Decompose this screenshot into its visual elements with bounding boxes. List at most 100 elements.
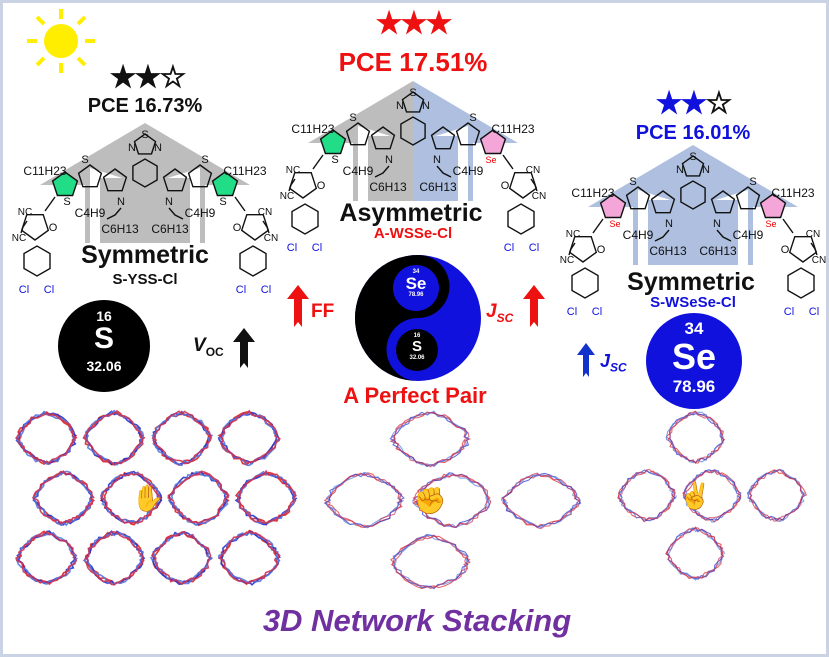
- dicyano-bond: [568, 242, 576, 256]
- chevron-left-half: [308, 81, 413, 201]
- framework-loop: [218, 531, 281, 585]
- cyano-group: CN: [526, 165, 540, 176]
- vinyl-bond: [312, 154, 324, 170]
- atom-n: N: [713, 218, 721, 230]
- atom-cl: Cl: [592, 306, 602, 318]
- network-stacking-illustrations: ✋ ✊ ✌: [15, 409, 807, 590]
- atom-cl: Cl: [44, 284, 54, 296]
- outer-thiophene-ring: [319, 129, 347, 155]
- pce-center: PCE 17.51%: [338, 47, 488, 77]
- framework-loop: [84, 530, 145, 586]
- framework-loop: [149, 531, 213, 585]
- indanone-ring: [568, 235, 598, 263]
- thiophene-ring: [345, 122, 371, 146]
- framework-loop: [665, 411, 724, 464]
- alkyl-chain: [168, 207, 184, 220]
- framework-loop: [617, 470, 676, 522]
- framework-loop: [618, 469, 677, 522]
- arrow-up-icon: [287, 285, 309, 327]
- framework-loop: [390, 534, 471, 590]
- atom-cl: Cl: [567, 306, 577, 318]
- alkyl-chain: [716, 229, 732, 242]
- alkyl-label-c6h13: C6H13: [649, 244, 687, 258]
- vinyl-bond: [502, 154, 514, 170]
- atom-n: N: [422, 100, 430, 112]
- framework-loop: [618, 468, 676, 523]
- benzene-core: [400, 116, 426, 146]
- framework-loop: [665, 410, 726, 464]
- pyrrole-ring: [370, 126, 396, 150]
- framework-loop: [749, 469, 807, 522]
- chevron-right-half: [145, 123, 250, 243]
- alkyl-label-c4h9: C4H9: [343, 164, 374, 178]
- atom-s: S: [409, 87, 416, 99]
- atom-n: N: [117, 196, 125, 208]
- atom-s: S: [201, 154, 208, 166]
- atom-n: N: [128, 142, 136, 154]
- framework-loop: [665, 527, 724, 579]
- framework-loop: [323, 472, 403, 529]
- dichlorobenzene-ring: [571, 267, 599, 299]
- element-tile-sulfur-small: 16 S 32.06: [396, 329, 438, 371]
- thiadiazole-ring: [681, 155, 705, 177]
- framework-loop: [83, 531, 145, 585]
- chevron-right-half: [693, 145, 798, 265]
- arrow-up-icon: [523, 285, 545, 327]
- framework-loop: [150, 530, 212, 585]
- thiophene-ring: [735, 186, 761, 210]
- atomic-number: 16: [96, 308, 112, 324]
- shaka-hand-icon: ✌: [679, 480, 711, 512]
- symmetry-label-right: Symmetric: [627, 268, 755, 296]
- star-empty-icon: ☆: [705, 87, 732, 120]
- indanone-ring: [288, 171, 318, 199]
- element-tile-selenium-small: 34 Se 78.96: [393, 265, 439, 311]
- framework-loop: [236, 469, 297, 524]
- alkyl-label-c11h23: C11H23: [223, 164, 266, 178]
- element-symbol: S: [93, 322, 114, 355]
- star-filled-icon: ★: [375, 7, 403, 40]
- atomic-mass: 78.96: [408, 292, 424, 298]
- cyano-group: NC: [12, 233, 26, 244]
- outer-selenophene-ring: [599, 193, 627, 219]
- indanone-ring: [240, 213, 270, 241]
- star-filled-icon: ★: [655, 87, 683, 120]
- indanone-ring: [20, 213, 50, 241]
- molecule-s-wsese-cl: SN NNSSeC11H23C4H9C6H13ONCNCClClNSSeC11H2…: [560, 145, 826, 318]
- atom-cl: Cl: [19, 284, 29, 296]
- framework-loop: [665, 526, 725, 580]
- thiophene-ring: [187, 164, 213, 188]
- alkyl-label-c11h23: C11H23: [291, 122, 334, 136]
- chevron-right-half: [413, 81, 518, 201]
- alkyl-chain: [436, 165, 452, 178]
- dichlorobenzene-ring: [507, 203, 535, 235]
- atom-n: N: [702, 164, 710, 176]
- ff-label: FF: [311, 301, 335, 322]
- framework-loop: [152, 410, 212, 466]
- cyano-group: CN: [258, 207, 272, 218]
- alkyl-label-c6h13: C6H13: [151, 222, 189, 236]
- cyano-group: NC: [18, 207, 32, 218]
- network-2: ✌: [617, 410, 807, 581]
- pyrrole-ring: [162, 168, 188, 192]
- star-filled-icon: ★: [680, 87, 708, 120]
- molecule-s-yss-cl: SN NNSSC11H23C4H9C6H13ONCNCClClNSSC11H23C…: [12, 123, 278, 296]
- outer-selenophene-ring: [759, 193, 787, 219]
- heteroatom-se: Se: [485, 155, 496, 165]
- molecule-name-left: S-YSS-Cl: [112, 271, 178, 288]
- framework-loop: [151, 531, 213, 586]
- thiophene-ring: [625, 186, 651, 210]
- voc-label: VOC: [193, 335, 224, 359]
- framework-loop: [683, 468, 742, 523]
- dichlorobenzene-ring: [787, 267, 815, 299]
- outer-thiophene-ring: [211, 171, 239, 197]
- framework-loop: [220, 530, 281, 586]
- molecule-structures: SN NNSSC11H23C4H9C6H13ONCNCClClNSSC11H23C…: [12, 81, 826, 318]
- framework-loop: [390, 410, 470, 466]
- dicyano-bond: [20, 220, 28, 234]
- atomic-number: 16: [413, 333, 421, 339]
- atomic-mass: 78.96: [672, 377, 716, 396]
- star-filled-icon: ★: [134, 61, 162, 94]
- framework-loop: [666, 527, 723, 580]
- jsc-label-center: JSC: [486, 301, 514, 325]
